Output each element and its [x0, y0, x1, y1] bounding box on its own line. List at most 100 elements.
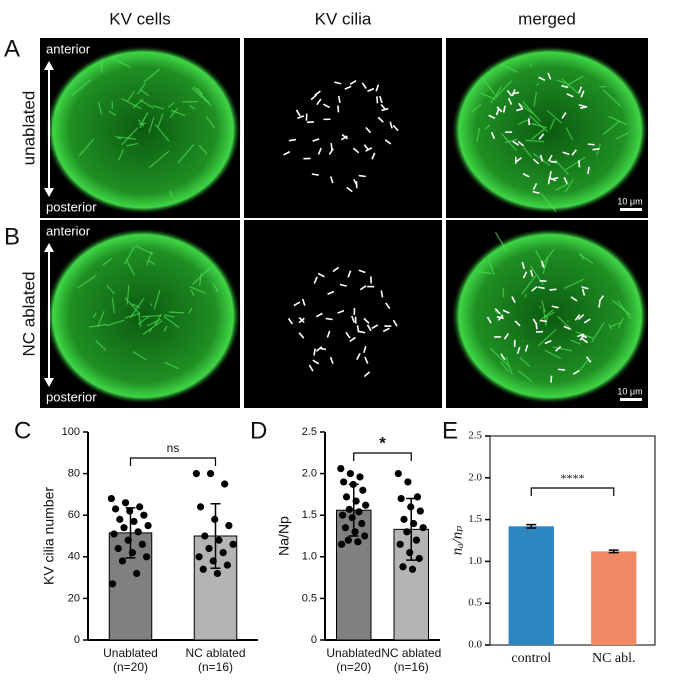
x-tick-note: (n=16) — [198, 660, 233, 674]
cell-edge — [578, 253, 594, 265]
cell-edge — [549, 118, 556, 131]
cilium — [339, 283, 347, 287]
cilium — [554, 345, 562, 352]
cilium — [547, 154, 553, 162]
cell-edge — [543, 311, 556, 319]
cell-edge — [106, 284, 115, 295]
y-tick-label: 1.0 — [468, 555, 482, 567]
cilium — [365, 147, 373, 152]
cell-edge — [557, 315, 573, 331]
cilium — [340, 135, 348, 141]
data-point — [142, 553, 151, 561]
panel-letter: C — [14, 417, 31, 444]
data-point — [124, 536, 132, 544]
cilium — [288, 138, 296, 142]
data-point — [195, 553, 203, 561]
cilium — [531, 285, 538, 292]
cell-edge — [205, 116, 216, 129]
cilium — [358, 330, 366, 334]
cell-edge — [602, 120, 620, 135]
data-point — [110, 530, 118, 538]
y-tick-label: 0.5 — [302, 592, 317, 604]
data-point — [346, 470, 354, 478]
micrograph — [244, 220, 442, 408]
y-tick-label: 60 — [68, 509, 80, 521]
cilium — [344, 85, 352, 90]
data-point — [126, 507, 134, 515]
scale-bar — [620, 208, 642, 211]
cell-edge — [95, 339, 107, 351]
cilium — [327, 290, 335, 295]
data-point — [134, 528, 142, 536]
cilium — [363, 371, 371, 378]
x-tick-label: Unablated — [103, 646, 158, 660]
cilium — [317, 147, 322, 155]
data-point — [128, 549, 137, 557]
data-point — [396, 540, 404, 548]
cilium — [577, 314, 585, 320]
cell-edge — [537, 328, 557, 347]
cilium — [295, 109, 301, 117]
cell-edge — [140, 89, 150, 97]
cilium — [349, 336, 356, 343]
cilium — [377, 116, 384, 123]
cilium — [352, 178, 358, 186]
cilium — [578, 103, 586, 108]
data-point — [111, 505, 120, 513]
row-label: NC ablated — [19, 271, 38, 356]
cell-edge — [152, 104, 164, 110]
cell-edge — [524, 293, 527, 298]
data-point — [225, 522, 233, 530]
cell-edge — [168, 311, 184, 314]
cilium — [313, 348, 316, 356]
cilium — [581, 288, 586, 296]
cilium — [297, 115, 305, 119]
data-point — [408, 565, 417, 573]
cell-edge — [191, 87, 212, 107]
cilium — [577, 86, 583, 94]
error-bar — [210, 503, 221, 569]
arrow-head — [44, 378, 54, 387]
cilium — [365, 126, 372, 134]
cell-edge — [111, 297, 116, 314]
cilium — [587, 143, 595, 146]
cell-edge — [538, 309, 554, 322]
cell-edge — [578, 359, 589, 372]
cilium — [549, 288, 557, 291]
chart: 0.0 0.5 1.0 1.5 2.0 2.5 nₐ/nₚ control NC abl. ***… — [449, 430, 656, 666]
cilium — [530, 269, 534, 277]
cilium — [502, 105, 506, 113]
cilium — [311, 173, 319, 176]
cell-edge — [196, 87, 203, 95]
cell-edge — [136, 245, 154, 255]
y-tick-label: 1.5 — [468, 513, 482, 525]
cilium — [532, 190, 540, 195]
cilium — [563, 325, 571, 330]
cilium — [587, 166, 590, 174]
data-point — [348, 514, 356, 522]
x-tick-note: (n=20) — [336, 660, 371, 674]
cilium — [577, 333, 585, 338]
y-axis-label: Na/Np — [276, 516, 292, 556]
cell-edge — [505, 356, 513, 376]
cilium — [538, 133, 545, 140]
arrow-head — [44, 188, 54, 197]
cilium — [351, 315, 356, 323]
micrograph — [244, 38, 442, 218]
column-title: KV cells — [109, 9, 170, 28]
cilium — [561, 112, 567, 119]
cell-edge — [147, 259, 156, 265]
scale-bar-label: 10 μm — [617, 386, 642, 396]
cell-edge — [525, 139, 545, 143]
cell-edge — [565, 156, 586, 171]
cell-edge — [177, 144, 195, 164]
cilium — [317, 272, 325, 278]
cilium — [312, 359, 320, 365]
cell-edge — [182, 100, 198, 103]
cell-edge — [541, 300, 546, 313]
significance-bracket — [530, 487, 615, 496]
data-point — [211, 515, 219, 523]
cell-edge — [519, 357, 531, 368]
cilium — [490, 131, 496, 139]
cell-edge — [530, 265, 544, 286]
